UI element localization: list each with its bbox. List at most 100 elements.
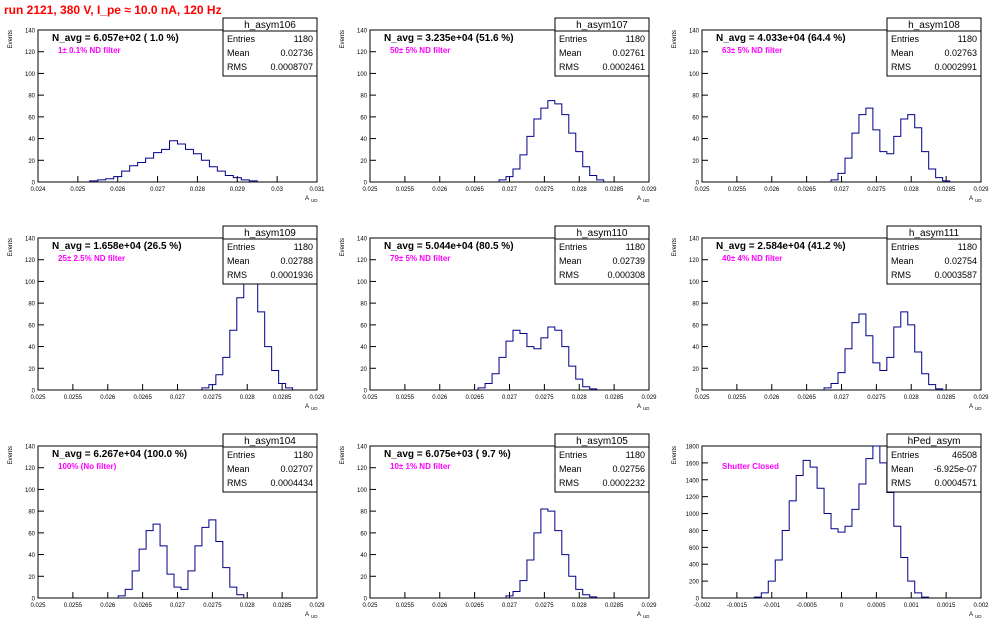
- stats-entries-value: 1180: [626, 242, 645, 252]
- x-tick-label: 0.0285: [937, 187, 956, 193]
- x-tick-label: 0.027: [170, 395, 186, 401]
- histogram-bin: [230, 330, 237, 390]
- histogram-bin: [845, 526, 852, 598]
- histogram-bin: [866, 336, 873, 390]
- histogram-bin: [492, 374, 499, 390]
- stats-mean-label: Mean: [891, 464, 914, 474]
- histogram-bin: [908, 581, 915, 598]
- x-tick-label: 0.029: [973, 187, 989, 193]
- y-tick-label: 400: [689, 563, 700, 569]
- histogram-panel-h_asym105: 0 20 40 60 80 100 120 140 0.025 0.0255 0.026 0.0265…: [340, 433, 657, 619]
- stats-rms-value: 0.0001936: [270, 270, 313, 280]
- histogram-bin: [880, 370, 887, 390]
- histogram-bin: [775, 560, 782, 598]
- histogram-bin: [534, 533, 541, 598]
- stats-name: h_asym108: [908, 20, 960, 31]
- histogram-bin: [894, 136, 901, 182]
- histogram-bin: [216, 375, 223, 390]
- stats-entries-label: Entries: [227, 450, 256, 460]
- x-axis-label: A: [305, 612, 309, 618]
- y-tick-label: 80: [28, 94, 35, 100]
- y-tick-label: 40: [360, 137, 367, 143]
- x-axis-label-subscript: UD: [643, 198, 650, 203]
- y-tick-label: 60: [28, 323, 35, 329]
- histogram-bin: [90, 181, 98, 182]
- histogram-bin: [499, 180, 506, 182]
- x-tick-label: 0.027: [150, 187, 166, 193]
- histogram-bin: [223, 357, 230, 390]
- x-tick-label: -0.0005: [796, 603, 817, 609]
- histogram-bin: [929, 169, 936, 182]
- stats-box: [222, 433, 318, 493]
- stats-rms-value: 0.0004571: [934, 478, 977, 488]
- stats-entries-label: Entries: [891, 34, 920, 44]
- histogram-bin: [555, 330, 562, 390]
- stats-name: h_asym109: [244, 228, 296, 239]
- y-tick-label: 20: [28, 367, 35, 373]
- x-tick-label: 0.0015: [937, 603, 956, 609]
- y-axis-label: Events: [8, 30, 14, 48]
- histogram-bin: [824, 514, 831, 598]
- histogram-bin: [838, 173, 845, 182]
- x-tick-label: 0.027: [502, 395, 518, 401]
- stats-name: h_asym111: [909, 228, 960, 239]
- histogram-bin: [478, 388, 485, 390]
- stats-rms-label: RMS: [891, 478, 911, 488]
- y-tick-label: 60: [692, 323, 699, 329]
- stats-name: h_asym106: [244, 20, 296, 31]
- histogram-panel-h_asym110: 0 20 40 60 80 100 120 140 0.025 0.0255 0.026 0.0265…: [340, 225, 657, 411]
- histogram-bin: [943, 181, 950, 182]
- histogram-bin: [125, 589, 132, 598]
- filter-annotation: 100% (No filter): [58, 462, 117, 471]
- y-tick-label: 40: [360, 553, 367, 559]
- stats-name: h_asym107: [576, 20, 628, 31]
- x-axis-label-subscript: UD: [975, 406, 982, 411]
- histogram-bin: [548, 511, 555, 598]
- histogram-bin: [873, 130, 880, 182]
- x-axis-label-subscript: UD: [975, 198, 982, 203]
- histogram-bin: [520, 334, 527, 390]
- histogram-bin: [160, 546, 167, 598]
- x-tick-label: 0.028: [240, 395, 256, 401]
- x-tick-label: 0.0285: [605, 187, 624, 193]
- histogram-outline: [505, 508, 598, 598]
- run-title: run 2121, 380 V, I_pe ≈ 10.0 nA, 120 Hz: [4, 3, 222, 17]
- y-tick-label: 40: [28, 137, 35, 143]
- y-tick-label: 20: [360, 367, 367, 373]
- histogram-bin: [894, 327, 901, 390]
- stats-entries-label: Entries: [559, 450, 588, 460]
- histogram-bin: [562, 347, 569, 390]
- histogram-bin: [118, 596, 125, 598]
- histogram-bin: [583, 595, 590, 598]
- histogram-bin: [548, 101, 555, 182]
- stats-entries-label: Entries: [227, 242, 256, 252]
- y-axis-label: Events: [340, 446, 346, 464]
- histogram-bin: [583, 387, 590, 390]
- histogram-bin: [162, 149, 170, 182]
- histogram-bin: [838, 532, 845, 598]
- histogram-bin: [146, 158, 154, 182]
- stats-mean-label: Mean: [227, 48, 250, 58]
- histogram-bin: [562, 115, 569, 182]
- y-tick-label: 120: [357, 50, 368, 56]
- histogram-bin: [106, 179, 114, 182]
- histogram-bin: [803, 460, 810, 598]
- x-tick-label: 0.025: [362, 603, 378, 609]
- y-tick-label: 100: [689, 72, 700, 78]
- x-tick-label: 0.0255: [396, 603, 415, 609]
- stats-entries-value: 1180: [958, 242, 977, 252]
- x-tick-label: 0.0275: [535, 187, 554, 193]
- histogram-bin: [506, 596, 513, 598]
- x-tick-label: 0.0265: [465, 395, 484, 401]
- histogram-panel-h_asym111: 0 20 40 60 80 100 120 140 0.025 0.0255 0.026 0.0265…: [672, 225, 989, 411]
- stats-rms-label: RMS: [227, 62, 247, 72]
- y-tick-label: 20: [360, 159, 367, 165]
- y-axis-label: Events: [340, 238, 346, 256]
- y-tick-label: 100: [25, 280, 36, 286]
- histogram-bin: [569, 366, 576, 390]
- stats-rms-value: 0.0002232: [602, 478, 645, 488]
- y-tick-label: 0: [364, 389, 368, 395]
- histogram-bin: [880, 152, 887, 182]
- histogram-bin: [859, 314, 866, 390]
